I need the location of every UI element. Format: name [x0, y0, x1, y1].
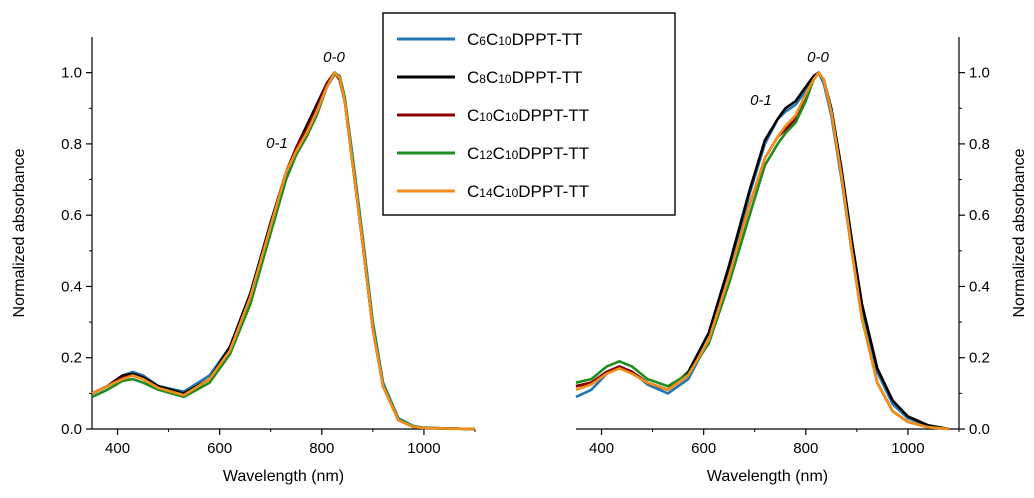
legend-label-subscript: 6: [479, 34, 486, 48]
legend-label-part: C: [467, 106, 479, 125]
legend-label-part: DPPT-TT: [518, 144, 589, 163]
legend-label-subscript: 10: [505, 186, 519, 200]
legend-label: C6C10DPPT-TT: [467, 30, 582, 49]
legend-label-subscript: 10: [479, 110, 493, 124]
y-tick-label: 0.2: [969, 350, 990, 367]
x-tick-label: 800: [309, 440, 334, 457]
x-tick-label: 1000: [891, 440, 924, 457]
y-tick-label: 0.0: [969, 421, 990, 438]
x-tick-label: 1000: [407, 440, 440, 457]
peak-label: 0-0: [807, 49, 829, 66]
y-tick-label: 0.8: [969, 136, 990, 153]
y-tick-label: 1.0: [61, 65, 82, 82]
legend-label-part: C: [486, 30, 498, 49]
legend-label-part: C: [486, 68, 498, 87]
legend-label-part: C: [467, 68, 479, 87]
y-tick-label: 0.4: [969, 278, 990, 295]
y-axis-title: Normalized absorbance: [1011, 148, 1028, 317]
legend-label-subscript: 14: [479, 186, 493, 200]
y-tick-label: 0.4: [61, 278, 82, 295]
y-tick-label: 0.6: [969, 207, 990, 224]
legend-label-subscript: 12: [479, 148, 493, 162]
legend-label: C8C10DPPT-TT: [467, 68, 582, 87]
peak-label: 0-1: [266, 135, 288, 152]
legend-label-part: C: [467, 144, 479, 163]
series-line: [575, 71, 949, 431]
x-tick-label: 800: [793, 440, 818, 457]
legend-label-part: C: [467, 30, 479, 49]
x-tick-label: 600: [691, 440, 716, 457]
legend-label-subscript: 10: [505, 110, 519, 124]
legend-label-part: DPPT-TT: [512, 68, 583, 87]
y-axis-title: Normalized absorbance: [11, 148, 28, 317]
legend-label: C14C10DPPT-TT: [467, 182, 589, 201]
x-tick-label: 400: [589, 440, 614, 457]
y-tick-label: 0.2: [61, 350, 82, 367]
legend-label-part: C: [493, 144, 505, 163]
legend-label-subscript: 8: [479, 72, 486, 86]
series-line: [91, 71, 476, 431]
legend-label-part: C: [493, 182, 505, 201]
legend-label-part: C: [467, 182, 479, 201]
left-panel: 400 600 800 1000 0.0 0.2 0.4 0.6 0.8 1.0 Wavelengt…: [11, 37, 476, 485]
y-tick-label: 0.6: [61, 207, 82, 224]
y-tick-label: 0.0: [61, 421, 82, 438]
x-axis-title: Wavelength (nm): [707, 468, 828, 485]
legend-label-part: DPPT-TT: [518, 106, 589, 125]
y-tick-label: 0.8: [61, 136, 82, 153]
right-panel: 400 600 800 1000 0.0 0.2 0.4 0.6 0.8 1.0 Wavelengt…: [575, 37, 1028, 485]
x-tick-label: 400: [105, 440, 130, 457]
peak-label: 0-0: [323, 49, 345, 66]
x-tick-label: 600: [207, 440, 232, 457]
legend-label: C10C10DPPT-TT: [467, 106, 589, 125]
legend-label-part: C: [493, 106, 505, 125]
legend: C6C10DPPT-TTC8C10DPPT-TTC10C10DPPT-TTC12…: [382, 12, 676, 216]
legend-label: C12C10DPPT-TT: [467, 144, 589, 163]
x-axis-title: Wavelength (nm): [223, 468, 344, 485]
y-tick-label: 1.0: [969, 65, 990, 82]
legend-label-part: DPPT-TT: [518, 182, 589, 201]
peak-label: 0-1: [750, 92, 772, 109]
legend-label-part: DPPT-TT: [512, 30, 583, 49]
legend-label-subscript: 10: [498, 72, 512, 86]
legend-label-subscript: 10: [498, 34, 512, 48]
legend-label-subscript: 10: [505, 148, 519, 162]
